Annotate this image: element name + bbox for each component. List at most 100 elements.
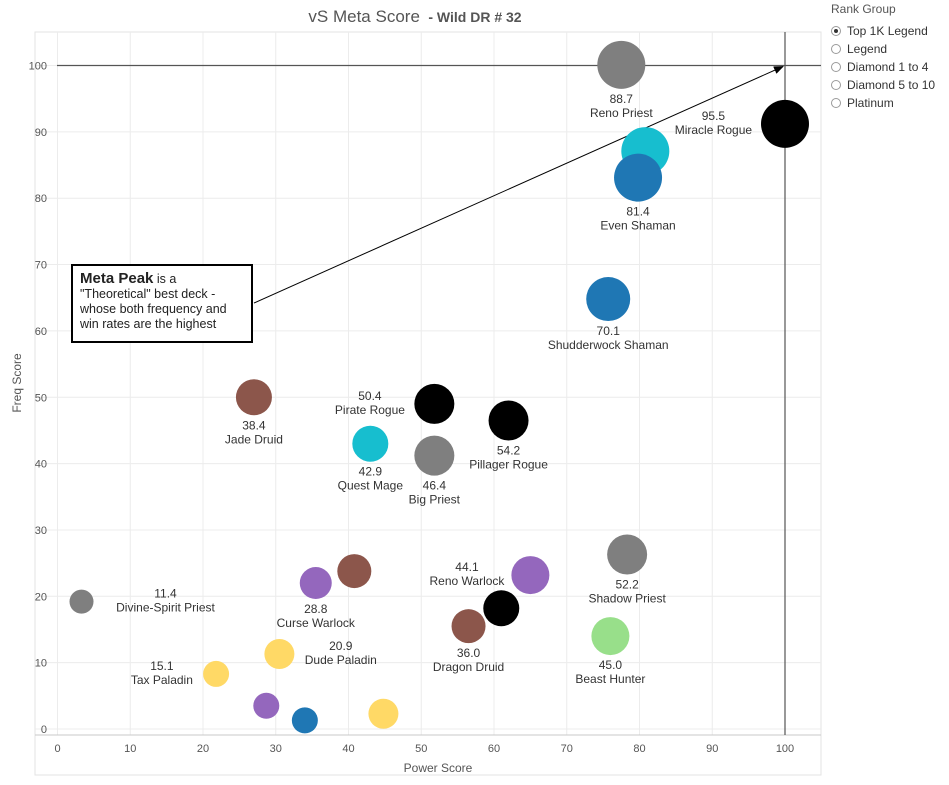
bubble-value-label: 11.4 bbox=[154, 587, 177, 601]
bubble-value-label: 95.5 bbox=[702, 109, 726, 123]
bubble bbox=[451, 609, 486, 644]
x-axis-label: Power Score bbox=[404, 761, 473, 775]
bubble bbox=[414, 383, 455, 424]
bubble-name-label: Pillager Rogue bbox=[469, 457, 548, 471]
bubble bbox=[597, 40, 646, 89]
bubble-value-label: 45.0 bbox=[599, 658, 623, 672]
y-tick-label: 60 bbox=[35, 326, 47, 338]
y-tick-label: 80 bbox=[35, 193, 47, 205]
bubble bbox=[235, 379, 272, 416]
x-tick-label: 90 bbox=[706, 743, 718, 755]
axes: 0 10 20 30 40 50 60 70 80 90 100 0 10 20 30 40 50 60 70 80 9… bbox=[29, 61, 821, 755]
radio-icon[interactable] bbox=[831, 62, 841, 72]
bubble-value-label: 38.4 bbox=[242, 418, 266, 432]
plot-frame bbox=[34, 31, 822, 776]
bubble bbox=[337, 554, 372, 589]
annotation-text: is a "Theoretical" best deck - whose bot… bbox=[80, 272, 227, 331]
y-tick-label: 10 bbox=[35, 658, 47, 670]
rank-group-option-label: Top 1K Legend bbox=[847, 24, 928, 38]
bubble bbox=[291, 707, 318, 734]
reference-lines bbox=[57, 32, 821, 735]
bubble-value-label: 70.1 bbox=[597, 324, 621, 338]
bubble-name-label: Shudderwock Shaman bbox=[548, 338, 669, 352]
bubble-value-label: 52.2 bbox=[615, 577, 639, 591]
bubble bbox=[614, 153, 663, 202]
rank-group-option[interactable]: Platinum bbox=[831, 94, 949, 112]
bubble-name-label: Big Priest bbox=[409, 493, 461, 507]
y-tick-label: 90 bbox=[35, 127, 47, 139]
bubble bbox=[607, 534, 648, 575]
bubble bbox=[761, 99, 809, 148]
y-tick-label: 100 bbox=[29, 61, 47, 73]
x-tick-label: 60 bbox=[488, 743, 500, 755]
rank-group-option[interactable]: Top 1K Legend bbox=[831, 22, 949, 40]
bubble-name-label: Dude Paladin bbox=[305, 653, 377, 667]
bubble-name-label: Tax Paladin bbox=[131, 673, 193, 687]
bubble bbox=[203, 660, 230, 687]
annotation-arrow bbox=[253, 66, 784, 304]
bubble-value-label: 54.2 bbox=[497, 443, 521, 457]
bubble-name-label: Beast Hunter bbox=[575, 672, 645, 686]
bubble-name-label: Divine-Spirit Priest bbox=[116, 601, 215, 615]
bubble bbox=[253, 692, 280, 719]
bubble-value-label: 28.8 bbox=[304, 602, 328, 616]
radio-icon[interactable] bbox=[831, 44, 841, 54]
bubble-value-label: 44.1 bbox=[455, 560, 479, 574]
bubble-value-label: 88.7 bbox=[610, 92, 634, 106]
bubble bbox=[264, 639, 295, 670]
y-tick-label: 40 bbox=[35, 459, 47, 471]
bubble bbox=[352, 425, 389, 462]
rank-group-option-label: Diamond 1 to 4 bbox=[847, 60, 929, 74]
x-tick-label: 0 bbox=[54, 743, 60, 755]
x-tick-label: 30 bbox=[270, 743, 282, 755]
bubble-name-label: Jade Druid bbox=[225, 432, 283, 446]
bubble-value-label: 36.0 bbox=[457, 646, 481, 660]
bubble bbox=[483, 590, 520, 627]
x-tick-label: 50 bbox=[415, 743, 427, 755]
filter-title: Rank Group bbox=[831, 2, 896, 16]
y-tick-label: 0 bbox=[41, 724, 47, 736]
meta-peak-annotation: Meta Peak is a "Theoretical" best deck -… bbox=[71, 264, 253, 343]
radio-icon[interactable] bbox=[831, 26, 841, 36]
bubble-name-label: Shadow Priest bbox=[588, 591, 666, 605]
annotation-bold: Meta Peak bbox=[80, 270, 154, 287]
chart-title: vS Meta Score - Wild DR # 32 bbox=[308, 7, 521, 26]
bubble-value-label: 20.9 bbox=[329, 639, 353, 653]
rank-group-option[interactable]: Legend bbox=[831, 40, 949, 58]
bubble-name-label: Curse Warlock bbox=[277, 616, 356, 630]
x-tick-label: 80 bbox=[633, 743, 645, 755]
radio-icon[interactable] bbox=[831, 80, 841, 90]
y-tick-label: 70 bbox=[35, 260, 47, 272]
y-tick-label: 50 bbox=[35, 392, 47, 404]
rank-group-option[interactable]: Diamond 5 to 10 bbox=[831, 76, 949, 94]
bubble-value-label: 46.4 bbox=[423, 479, 447, 493]
x-tick-label: 100 bbox=[776, 743, 794, 755]
bubble-value-label: 81.4 bbox=[626, 205, 650, 219]
bubbles bbox=[69, 40, 809, 734]
bubble bbox=[414, 435, 455, 476]
bubble-name-label: Dragon Druid bbox=[433, 660, 504, 674]
y-tick-label: 30 bbox=[35, 525, 47, 537]
bubble bbox=[368, 698, 399, 729]
bubble-value-label: 42.9 bbox=[359, 465, 383, 479]
rank-group-option-label: Diamond 5 to 10 bbox=[847, 78, 936, 92]
bubble bbox=[299, 567, 332, 600]
bubble-value-label: 50.4 bbox=[358, 389, 382, 403]
x-tick-label: 20 bbox=[197, 743, 209, 755]
y-axis-label: Freq Score bbox=[10, 353, 24, 413]
bubble-name-label: Miracle Rogue bbox=[675, 123, 753, 137]
rank-group-option[interactable]: Diamond 1 to 4 bbox=[831, 58, 949, 76]
bubble-name-label: Quest Mage bbox=[338, 479, 404, 493]
bubble-name-label: Even Shaman bbox=[600, 219, 675, 233]
bubble-value-label: 15.1 bbox=[150, 659, 174, 673]
y-tick-label: 20 bbox=[35, 591, 47, 603]
bubble bbox=[488, 400, 529, 441]
x-tick-label: 70 bbox=[561, 743, 573, 755]
radio-icon[interactable] bbox=[831, 98, 841, 108]
x-tick-label: 10 bbox=[124, 743, 136, 755]
bubble-name-label: Reno Warlock bbox=[430, 574, 506, 588]
x-tick-label: 40 bbox=[342, 743, 354, 755]
bubble bbox=[586, 277, 631, 322]
